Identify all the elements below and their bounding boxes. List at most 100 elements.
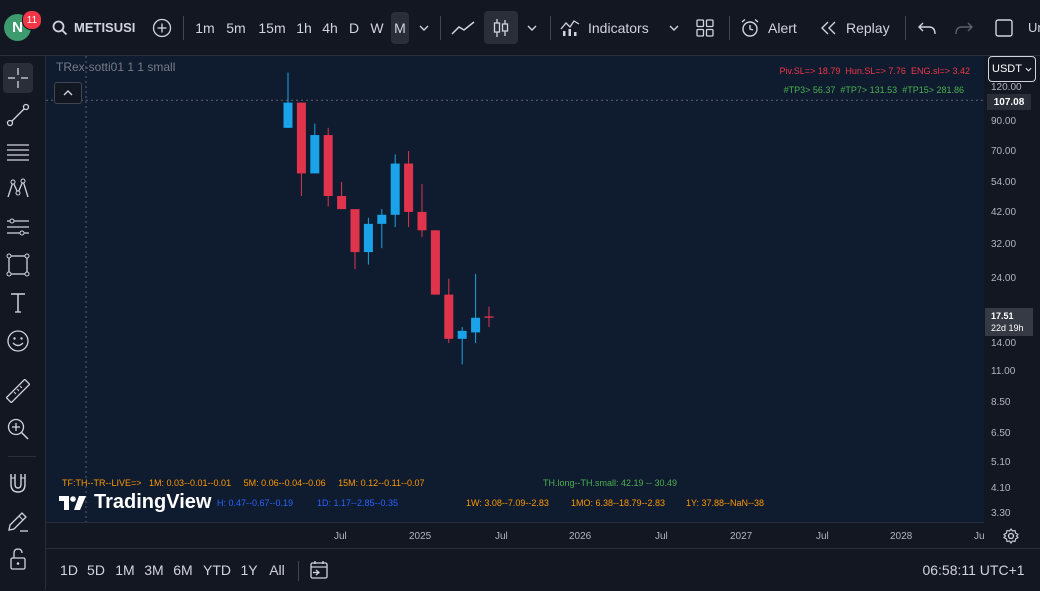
interval-1m[interactable]: 1m [195,19,215,36]
zoom-tool[interactable] [5,416,31,442]
candle-body[interactable] [323,135,333,196]
candle-body[interactable] [350,209,360,253]
trendline-tool[interactable] [5,102,31,128]
candle-body[interactable] [283,102,293,128]
candles-chart-button[interactable] [484,11,518,44]
crosshair-tool[interactable] [3,63,33,93]
time-axis[interactable]: Jul 2025 Jul 2026 Jul 2027 Jul 2028 Ju [46,522,984,549]
magnet-icon [10,474,26,493]
candle-body[interactable] [296,102,306,174]
chevron-up-icon [63,90,73,96]
pattern-icon [7,178,29,198]
interval-1h[interactable]: 1h [296,19,312,36]
chart-type-dropdown[interactable] [522,0,542,55]
fullscreen-button[interactable] [994,0,1014,55]
measure-tool[interactable] [5,378,31,404]
candle-body[interactable] [417,211,427,231]
redo-button[interactable] [952,0,976,55]
interval-m[interactable]: M [391,12,409,44]
price-tick: 14.00 [991,338,1017,349]
text-tool[interactable] [5,290,31,316]
prediction-tool[interactable] [5,214,31,240]
line-chart-button[interactable] [448,0,478,55]
symbol-search-button[interactable]: METISUSI [52,0,142,55]
candle-body[interactable] [363,223,373,253]
emoji-tool[interactable] [5,328,31,354]
candle-body[interactable] [337,195,347,210]
lock-drawings-tool[interactable] [5,546,31,572]
time-tick: Jul [816,531,829,542]
alert-button[interactable]: Alert [740,0,805,55]
indicator-title[interactable]: TRex-sotti01 1 1 small [56,60,176,74]
interval-15m[interactable]: 15m [258,19,286,36]
crosshair-icon [8,68,28,88]
zoom-in-icon [7,418,29,440]
horizontal-lines-icon [7,144,29,161]
price-tick: 70.00 [991,146,1017,157]
tf-summary-1d: 1D: 1.17--2.85--0.35 [317,498,399,508]
undo-button[interactable] [915,0,939,55]
candle-body[interactable] [377,214,387,224]
stay-in-drawing-tool[interactable] [5,508,31,534]
candle-body[interactable] [430,230,440,295]
range-all[interactable]: All [269,562,285,578]
range-5d[interactable]: 5D [87,562,105,578]
take-profit-label: #TP3> 56.37 #TP7> 131.53 #TP15> 281.86 [783,85,964,95]
magnet-tool[interactable] [5,470,31,496]
layouts-button[interactable] [692,0,718,55]
range-1y[interactable]: 1Y [240,562,258,578]
candle-body[interactable] [310,135,320,174]
compare-symbol-button[interactable] [150,0,174,55]
time-tick: Jul [334,531,347,542]
collapse-legend-button[interactable] [54,82,82,104]
candle-body[interactable] [471,317,481,333]
time-tick: 2027 [730,531,753,542]
price-tick: 32.00 [991,239,1017,250]
alert-label: Alert [768,19,797,36]
interval-4h[interactable]: 4h [322,19,338,36]
currency-selector[interactable]: USDT [988,56,1036,82]
square-icon [995,18,1013,37]
range-1d[interactable]: 1D [60,562,78,578]
chart-settings-button[interactable] [1000,526,1022,546]
time-tick: 2026 [569,531,592,542]
interval-d[interactable]: D [348,19,360,36]
goto-date-button[interactable] [306,549,332,591]
candle-body[interactable] [484,316,494,318]
unlock-icon [10,548,26,570]
range-3m[interactable]: 3M [144,562,164,578]
indicators-button[interactable]: Indicators [560,0,660,55]
pattern-tool[interactable] [5,176,31,202]
candle-body[interactable] [444,294,454,339]
candle-body[interactable] [457,330,467,339]
alarm-clock-icon [741,18,759,37]
crosshair-price-label: 107.08 [987,94,1031,110]
time-tick: 2025 [409,531,432,542]
fib-tool[interactable] [5,139,31,165]
indicators-dropdown[interactable] [665,0,683,55]
range-6m[interactable]: 6M [173,562,193,578]
range-1m[interactable]: 1M [115,562,135,578]
chart-pane[interactable]: TRex-sotti01 1 1 small Piv.SL=> 18.79 Hu… [46,56,984,522]
tf-summary-1h: H: 0.47--0.67--0.19 [217,498,294,508]
range-ytd[interactable]: YTD [203,562,231,578]
time-tick: Jul [655,531,668,542]
candle-body[interactable] [390,163,400,215]
rewind-icon [821,21,836,34]
chevron-down-icon [527,25,537,31]
ruler-icon [6,379,30,403]
candle-body[interactable] [404,163,414,212]
shape-tool[interactable] [5,252,31,278]
candlestick-chart[interactable] [46,56,984,522]
price-axis[interactable]: USDT 120.00 107.08 90.00 70.00 54.00 42.… [985,56,1040,522]
interval-dropdown[interactable] [414,0,434,55]
clock-timezone[interactable]: 06:58:11 UTC+1 [922,562,1025,578]
grid-icon [696,18,714,37]
chevron-down-icon [419,25,429,31]
pencil-icon [8,512,28,532]
interval-w[interactable]: W [370,19,384,36]
replay-button[interactable]: Replay [820,0,900,55]
price-tick: 90.00 [991,116,1017,127]
interval-5m[interactable]: 5m [226,19,246,36]
time-tick: Ju [974,531,984,542]
